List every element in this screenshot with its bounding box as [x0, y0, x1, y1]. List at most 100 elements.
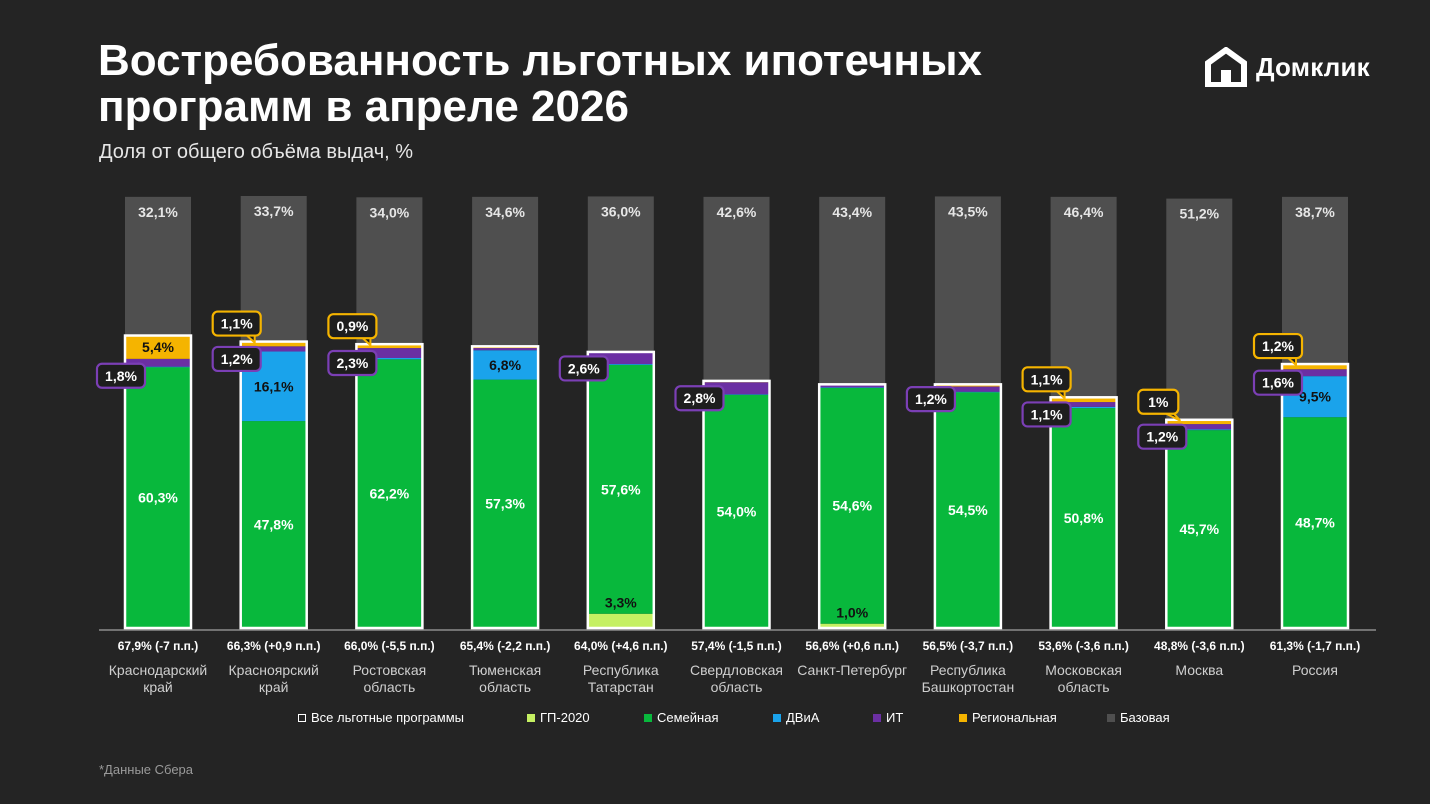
legend-label: Региональная: [972, 710, 1057, 725]
data-label-base: 32,1%: [138, 204, 178, 220]
data-label-base: 38,7%: [1295, 204, 1335, 220]
callout-it: 1,1%: [1021, 401, 1072, 428]
preferential-total-outline: [586, 350, 656, 630]
data-label-family: 57,6%: [601, 481, 641, 497]
bar-segment-base: [819, 196, 886, 385]
data-label-family: 47,8%: [254, 516, 294, 532]
brand-name: Домклик: [1256, 51, 1370, 82]
svg-text:1%: 1%: [1148, 394, 1169, 410]
bar-segment-it: [934, 386, 1001, 392]
bar-segment-family: [1166, 430, 1233, 628]
preferential-total-outline: [1165, 418, 1234, 630]
legend-label: ИТ: [886, 710, 904, 725]
category-label: Санкт-Петербург: [797, 662, 907, 678]
legend-item: Все льготные программы: [298, 710, 464, 725]
callout-regional: 1,1%: [211, 310, 262, 345]
legend-item: Семейная: [644, 710, 719, 725]
legend-swatch: [298, 713, 306, 722]
svg-text:0,9%: 0,9%: [336, 318, 368, 334]
bar-segment-dvia: [819, 387, 886, 388]
data-label-base: 42,6%: [717, 204, 757, 220]
callout-it: 2,3%: [327, 349, 378, 377]
bar-segment-family: [1050, 408, 1117, 628]
callout-it: 1,8%: [95, 362, 147, 389]
callout-it: 2,8%: [674, 385, 725, 412]
total-preferential-label: 48,8% (-3,6 п.п.): [1154, 639, 1245, 653]
data-label-family: 54,6%: [832, 498, 872, 514]
category-label: Республика: [583, 662, 659, 678]
bar-segment-regional: [125, 335, 191, 359]
data-label-base: 36,0%: [601, 203, 641, 219]
legend-label: ГП-2020: [540, 710, 590, 725]
svg-text:1,1%: 1,1%: [221, 316, 253, 332]
callout-it: 1,2%: [211, 345, 262, 373]
bar-segment-gp2020: [587, 613, 654, 628]
data-label-family: 54,5%: [948, 502, 988, 518]
chart-legend: Все льготные программы ГП-2020 Семейная ДВи…: [0, 710, 1430, 730]
svg-text:1,1%: 1,1%: [1031, 371, 1063, 387]
bar-segment-it: [1050, 402, 1117, 407]
house-icon: [1205, 47, 1247, 87]
bar-segment-regional: [1282, 364, 1348, 370]
data-label-base: 43,4%: [832, 204, 872, 220]
legend-item: ДВиА: [773, 710, 819, 725]
chart-title: Востребованность льготных ипотечных прог…: [98, 36, 983, 131]
bar-segment-it: [1282, 369, 1348, 377]
data-label-family: 62,2%: [370, 486, 410, 502]
legend-swatch: [527, 713, 535, 722]
bar-segment-dvia: [703, 394, 770, 395]
bar-segment-dvia: [356, 358, 423, 360]
legend-item: Базовая: [1107, 710, 1170, 725]
legend-label: Базовая: [1120, 710, 1170, 725]
legend-swatch: [773, 713, 781, 722]
bar-segment-regional: [356, 344, 423, 349]
data-label-family: 48,7%: [1295, 514, 1335, 530]
data-label-dvia: 6,8%: [489, 357, 521, 373]
svg-text:1,2%: 1,2%: [1262, 338, 1294, 354]
callout-it: 1,6%: [1252, 369, 1304, 396]
bar-segment-family: [356, 359, 423, 628]
data-label-regional: 5,4%: [142, 339, 174, 355]
bar-segment-dvia: [125, 366, 191, 368]
category-label: Россия: [1292, 662, 1338, 678]
bar-segment-dvia: [1166, 429, 1233, 431]
bar-segment-it: [356, 348, 423, 358]
category-label: край: [259, 679, 289, 695]
legend-swatch: [873, 713, 881, 722]
category-label: Свердловская: [690, 662, 783, 678]
bar-segment-it: [125, 358, 191, 367]
bar-segment-base: [125, 196, 191, 336]
preferential-total-outline: [817, 383, 887, 630]
legend-item: Региональная: [959, 710, 1057, 725]
svg-text:2,3%: 2,3%: [336, 355, 368, 371]
callout-regional: 1,1%: [1021, 366, 1072, 401]
bar-segment-base: [472, 196, 539, 347]
data-label-family: 57,3%: [485, 495, 525, 511]
total-preferential-label: 64,0% (+4,6 п.п.): [574, 639, 668, 653]
bar-segment-it: [819, 385, 886, 388]
callout-regional: 1%: [1137, 388, 1182, 422]
stacked-bar-chart: 32,1% 60,3% 5,4% 1,8% 67,9% (-7 п.п.) Краснод…: [95, 196, 1376, 695]
chart-subtitle: Доля от общего объёма выдач, %: [99, 141, 414, 163]
preferential-total-outline: [239, 340, 308, 630]
category-label: Москва: [1175, 662, 1223, 678]
preferential-total-outline: [123, 334, 193, 630]
bar-segment-base: [1050, 196, 1117, 398]
bar-segment-dvia: [587, 364, 654, 365]
legend-item: ГП-2020: [527, 710, 590, 725]
bar-segment-family: [472, 379, 539, 628]
preferential-total-outline: [470, 345, 540, 630]
legend-label: Все льготные программы: [311, 710, 465, 725]
bar-segment-base: [1166, 198, 1233, 420]
bar-segment-family: [587, 364, 654, 614]
category-label: Московская: [1045, 662, 1122, 678]
category-label: область: [363, 679, 415, 695]
svg-text:1,2%: 1,2%: [221, 351, 253, 367]
legend-label: Семейная: [657, 710, 719, 725]
bar-segment-it: [1166, 424, 1233, 430]
data-label-family: 50,8%: [1064, 510, 1104, 526]
preferential-total-outline: [933, 383, 1003, 630]
category-label: область: [1058, 679, 1110, 695]
data-label-dvia: 9,5%: [1299, 389, 1331, 405]
total-preferential-label: 61,3% (-1,7 п.п.): [1270, 639, 1361, 653]
